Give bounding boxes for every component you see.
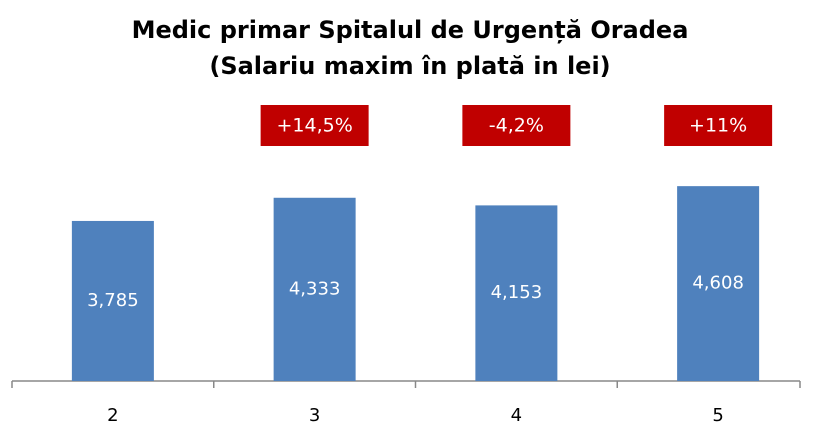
annotation-box (664, 105, 773, 146)
annotation-box (260, 105, 369, 146)
x-tick-label: 5 (712, 405, 723, 426)
data-label: 3,785 (87, 290, 139, 311)
bar (71, 220, 154, 381)
annotation-box (462, 105, 571, 146)
annotation: +14,5% (276, 115, 352, 137)
x-tick-label: 2 (107, 405, 118, 426)
annotation: -4,2% (489, 115, 544, 137)
annotation: +11% (689, 115, 747, 137)
chart-subtitle: (Salariu maxim în plată in lei) (209, 52, 610, 80)
bar (273, 197, 356, 381)
x-tick-label: 4 (511, 405, 522, 426)
x-tick-label: 3 (309, 405, 320, 426)
data-label: 4,153 (491, 282, 543, 303)
bar (475, 205, 558, 381)
data-label: 4,608 (692, 273, 744, 294)
chart-title: Medic primar Spitalul de Urgență Oradea (132, 16, 689, 44)
data-label: 4,333 (289, 278, 341, 299)
bar (677, 186, 760, 381)
